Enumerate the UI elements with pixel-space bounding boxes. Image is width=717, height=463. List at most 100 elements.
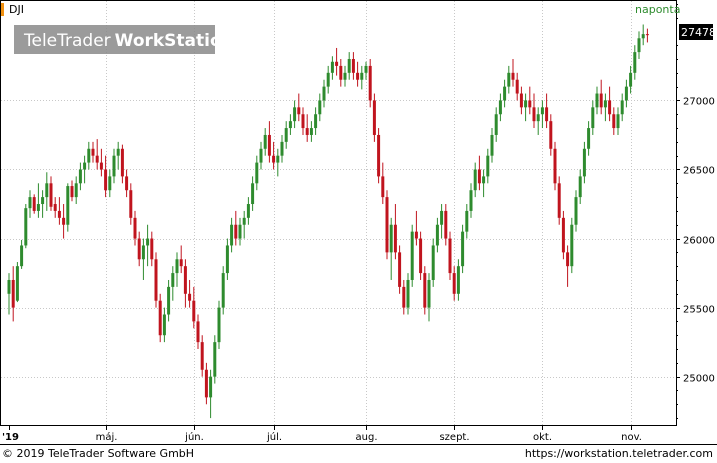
candle-body (410, 231, 414, 280)
candle-body (603, 100, 607, 108)
candle-body (444, 210, 448, 239)
last-price-box: 27478 (679, 24, 716, 40)
candle-body (574, 197, 578, 225)
candle-body (566, 252, 570, 267)
candle-body (154, 259, 158, 301)
candle-body (24, 208, 28, 246)
logo-text-1: TeleTrader (23, 31, 111, 51)
candle-body (62, 217, 66, 225)
candle-body (608, 100, 612, 115)
candle-body (427, 279, 431, 308)
x-tick-label: nov. (621, 432, 642, 443)
candle-body (305, 128, 309, 135)
candle-body (49, 183, 53, 207)
candle-body (99, 162, 103, 170)
candle-body (629, 72, 633, 87)
candle-body (402, 286, 406, 308)
candle-body (435, 224, 439, 246)
candle-body (356, 72, 360, 80)
candle-body (364, 65, 368, 73)
candle-body (582, 148, 586, 177)
candle-body (209, 376, 213, 398)
candle-body (456, 266, 460, 294)
candle-body (129, 190, 133, 218)
candle-body (326, 72, 330, 87)
candle-body (368, 65, 372, 101)
candle-body (183, 266, 187, 294)
candle-body (519, 93, 523, 108)
candle-body (95, 155, 99, 163)
candle-body (225, 245, 229, 274)
candle-body (234, 224, 238, 239)
x-tick-label: júl. (266, 431, 282, 443)
candle-body (272, 155, 276, 163)
candle-body (570, 224, 574, 267)
candle-body (288, 121, 292, 129)
candle-body (179, 259, 183, 267)
candle-body (41, 197, 45, 205)
candle-body (595, 93, 599, 108)
candle-body (473, 169, 477, 191)
candle-body (419, 238, 423, 274)
candle-body (188, 293, 192, 301)
candle-body (263, 134, 267, 149)
x-axis: '19 máj. jún. júl. aug. szept. okt. nov. (2, 426, 642, 443)
x-tick-label: aug. (356, 432, 378, 443)
candle-body (515, 79, 519, 94)
candle-body (498, 100, 502, 115)
candle-body (301, 114, 305, 129)
y-tick-label: 26500 (683, 166, 715, 177)
candle-body (78, 169, 82, 184)
candle-body (599, 93, 603, 108)
candle-body (242, 217, 246, 225)
x-tick-label: jún. (184, 431, 204, 443)
candle-body (561, 217, 565, 253)
candle-body (406, 279, 410, 308)
candle-body (167, 286, 171, 315)
candle-body (553, 148, 557, 184)
candle-body (557, 183, 561, 218)
y-tick-label: 27000 (683, 97, 715, 108)
candle-body (351, 59, 355, 73)
candle-body (66, 186, 70, 225)
candle-body (284, 128, 288, 142)
candle-body (347, 59, 351, 73)
candle-body (398, 252, 402, 287)
candle-body (230, 224, 234, 246)
candle-body (267, 134, 271, 156)
last-price: 27478 (681, 26, 716, 39)
candle-body (536, 114, 540, 122)
y-tick-label: 25500 (683, 305, 715, 316)
candle-body (477, 169, 481, 184)
candle-body (431, 245, 435, 280)
candle-body (192, 300, 196, 322)
candle-body (452, 273, 456, 294)
candle-body (7, 279, 11, 294)
candle-body (15, 266, 19, 301)
candle-body (624, 86, 628, 101)
candle-body (494, 114, 498, 135)
copyright: © 2019 TeleTrader Software GmbH (2, 447, 195, 460)
source-link[interactable]: https://workstation.teletrader.com (524, 447, 713, 460)
candle-body (28, 197, 32, 209)
candle-body (32, 197, 36, 211)
candle-body (314, 114, 318, 129)
candle-body (423, 273, 427, 308)
candle-body (633, 52, 637, 73)
candle-body (246, 204, 250, 218)
candle-body (200, 342, 204, 370)
x-tick-label: máj. (96, 431, 118, 443)
symbol-marker (1, 3, 4, 16)
candles (7, 24, 649, 419)
candle-body (204, 369, 208, 398)
candle-body (339, 65, 343, 80)
candle-body (503, 86, 507, 101)
interval-label: naponta (635, 3, 680, 16)
candle-body (20, 245, 24, 267)
candle-body (108, 176, 112, 191)
candle-body (381, 176, 385, 198)
candle-body (146, 238, 150, 246)
candle-body (465, 210, 469, 232)
